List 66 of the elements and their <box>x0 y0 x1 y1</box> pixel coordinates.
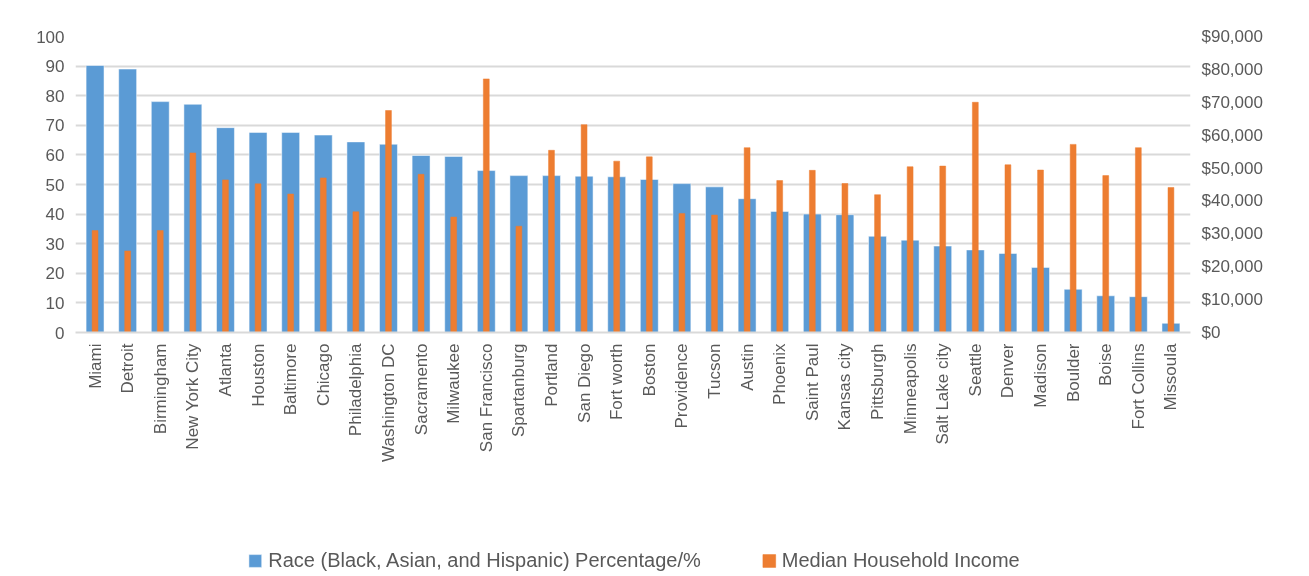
x-tick-label: Salt Lake city <box>933 343 953 445</box>
x-tick-label: Philadelphia <box>346 342 366 437</box>
bar <box>91 230 99 333</box>
y2-tick-label: $60,000 <box>1201 125 1263 145</box>
y-tick-label: 100 <box>36 27 65 47</box>
y2-tick-label: $40,000 <box>1201 191 1263 211</box>
y-tick-label: 50 <box>45 175 65 195</box>
y2-tick-label: $50,000 <box>1201 158 1263 178</box>
bar <box>287 193 294 333</box>
y-tick-label: 70 <box>45 116 65 136</box>
x-tick-label: Fort Collins <box>1128 343 1148 430</box>
y-tick-label: 30 <box>45 234 65 254</box>
x-tick-label: Washington DC <box>378 343 398 462</box>
y2-tick-label: $10,000 <box>1201 290 1263 310</box>
x-tick-label: Minneapolis <box>900 343 920 435</box>
x-tick-label: Portland <box>541 343 561 407</box>
x-tick-label: Phoenix <box>770 343 790 405</box>
y2-tick-label: $70,000 <box>1201 92 1263 112</box>
x-tick-label: Seattle <box>965 343 985 397</box>
y2-tick-label: $80,000 <box>1201 59 1263 79</box>
x-tick-label: Saint Paul <box>802 343 822 421</box>
x-tick-label: Boulder <box>1063 343 1083 403</box>
x-tick-label: Baltimore <box>281 343 301 416</box>
y-tick-label: 0 <box>55 323 65 343</box>
x-tick-label: New York City <box>183 343 203 450</box>
x-tick-label: Miami <box>85 343 105 389</box>
x-tick-label: Atlanta <box>215 342 235 397</box>
y-tick-label: 40 <box>45 205 65 225</box>
x-tick-label: Chicago <box>313 343 333 406</box>
y2-tick-label: $20,000 <box>1201 257 1263 277</box>
x-tick-label: Pittsburgh <box>868 343 888 421</box>
bar <box>352 211 360 333</box>
x-tick-label: Detroit <box>118 343 138 394</box>
x-tick-label: Milwaukee <box>444 343 464 424</box>
bar <box>222 179 229 333</box>
x-tick-label: Boise <box>1096 343 1116 387</box>
x-tick-label: Austin <box>737 343 757 391</box>
legend-label: Median Household Income <box>781 548 1020 572</box>
y-tick-label: 10 <box>45 293 65 313</box>
x-tick-label: Spartanburg <box>509 343 529 438</box>
y2-tick-label: $30,000 <box>1201 224 1263 244</box>
x-tick-label: Sacramento <box>411 343 431 436</box>
x-tick-label: San Francisco <box>476 343 496 453</box>
bar <box>515 226 523 333</box>
y2-tick-label: $0 <box>1201 323 1221 342</box>
y-tick-label: 80 <box>45 86 65 106</box>
x-tick-label: Kansas city <box>835 343 855 431</box>
x-tick-label: Madison <box>1031 343 1051 408</box>
x-tick-label: Fort worth <box>607 343 627 421</box>
y-tick-label: 90 <box>45 57 65 77</box>
bar <box>157 230 164 333</box>
legend-label: Race (Black, Asian, and Hispanic) Percentage/% <box>268 548 701 572</box>
x-tick-label: San Diego <box>574 343 594 423</box>
x-tick-label: Denver <box>998 343 1018 399</box>
x-tick-label: Missoula <box>1161 342 1181 411</box>
bar <box>254 183 262 333</box>
bar <box>124 250 131 333</box>
bar <box>450 216 457 333</box>
x-tick-label: Providence <box>672 343 692 429</box>
x-tick-label: Houston <box>248 343 268 407</box>
x-tick-label: Birmingham <box>150 343 170 435</box>
y-tick-label: 60 <box>45 145 65 165</box>
x-tick-label: Tucson <box>705 343 725 399</box>
y2-tick-label: $90,000 <box>1201 27 1263 46</box>
x-tick-label: Boston <box>639 343 659 397</box>
y-tick-label: 20 <box>45 264 65 284</box>
